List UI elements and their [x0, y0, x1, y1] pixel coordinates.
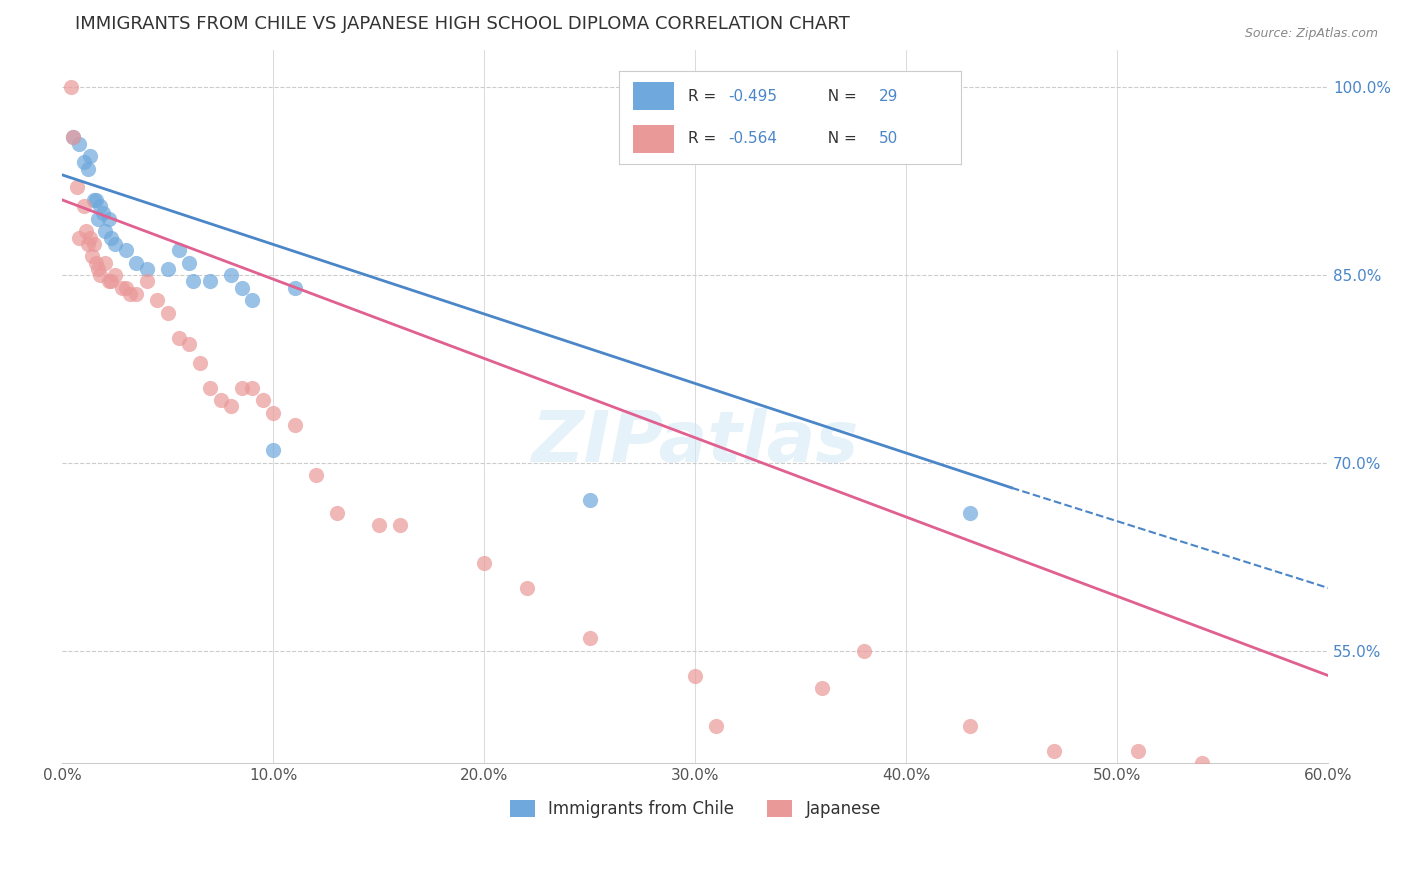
Point	[93, 255, 115, 269]
Point	[75, 224, 97, 238]
Text: Source: ZipAtlas.com: Source: ZipAtlas.com	[1244, 27, 1378, 40]
Point	[83, 236, 105, 251]
Point	[959, 718, 981, 732]
Point	[91, 205, 114, 219]
Point	[188, 356, 211, 370]
Point	[516, 581, 538, 595]
Point	[367, 518, 389, 533]
Text: ZIPatlas: ZIPatlas	[531, 408, 859, 476]
Point	[118, 286, 141, 301]
Point	[93, 224, 115, 238]
Point	[76, 161, 98, 176]
Point	[135, 261, 157, 276]
Point	[104, 268, 127, 282]
Point	[79, 149, 101, 163]
Point	[79, 230, 101, 244]
Point	[219, 400, 242, 414]
Point	[579, 493, 602, 508]
Text: IMMIGRANTS FROM CHILE VS JAPANESE HIGH SCHOOL DIPLOMA CORRELATION CHART: IMMIGRANTS FROM CHILE VS JAPANESE HIGH S…	[75, 15, 849, 33]
Point	[706, 718, 728, 732]
Point	[146, 293, 169, 307]
Point	[198, 381, 221, 395]
Point	[685, 668, 707, 682]
Point	[388, 518, 411, 533]
Point	[84, 193, 107, 207]
Point	[181, 274, 204, 288]
Point	[100, 230, 122, 244]
Point	[240, 381, 263, 395]
Point	[84, 255, 107, 269]
Point	[104, 236, 127, 251]
Point	[87, 261, 110, 276]
Point	[72, 199, 94, 213]
Point	[219, 268, 242, 282]
Point	[156, 261, 179, 276]
Point	[97, 274, 120, 288]
Point	[240, 293, 263, 307]
Point	[1128, 743, 1150, 757]
Point	[177, 255, 200, 269]
Point	[167, 331, 190, 345]
Point	[114, 280, 136, 294]
Point	[304, 468, 326, 483]
Point	[59, 80, 82, 95]
Point	[66, 180, 89, 194]
Point	[62, 130, 84, 145]
Point	[87, 211, 110, 226]
Point	[167, 243, 190, 257]
Point	[76, 236, 98, 251]
Point	[67, 230, 90, 244]
Point	[959, 506, 981, 520]
Point	[262, 443, 284, 458]
Point	[1043, 743, 1066, 757]
Point	[67, 136, 90, 151]
Point	[474, 556, 496, 570]
Point	[125, 255, 148, 269]
Point	[283, 280, 305, 294]
Point	[135, 274, 157, 288]
Point	[97, 211, 120, 226]
Legend: Immigrants from Chile, Japanese: Immigrants from Chile, Japanese	[502, 791, 890, 826]
Point	[198, 274, 221, 288]
Point	[100, 274, 122, 288]
Point	[80, 249, 103, 263]
Point	[125, 286, 148, 301]
Point	[1191, 756, 1213, 771]
Point	[177, 337, 200, 351]
Point	[262, 406, 284, 420]
Point	[114, 243, 136, 257]
Point	[283, 418, 305, 433]
Point	[72, 155, 94, 169]
Point	[209, 393, 232, 408]
Point	[83, 193, 105, 207]
Point	[811, 681, 834, 695]
Point	[325, 506, 347, 520]
Point	[853, 643, 876, 657]
Point	[579, 631, 602, 645]
Point	[110, 280, 132, 294]
Point	[231, 280, 253, 294]
Point	[156, 305, 179, 319]
Point	[62, 130, 84, 145]
Point	[231, 381, 253, 395]
Point	[252, 393, 274, 408]
Point	[89, 199, 111, 213]
Point	[89, 268, 111, 282]
